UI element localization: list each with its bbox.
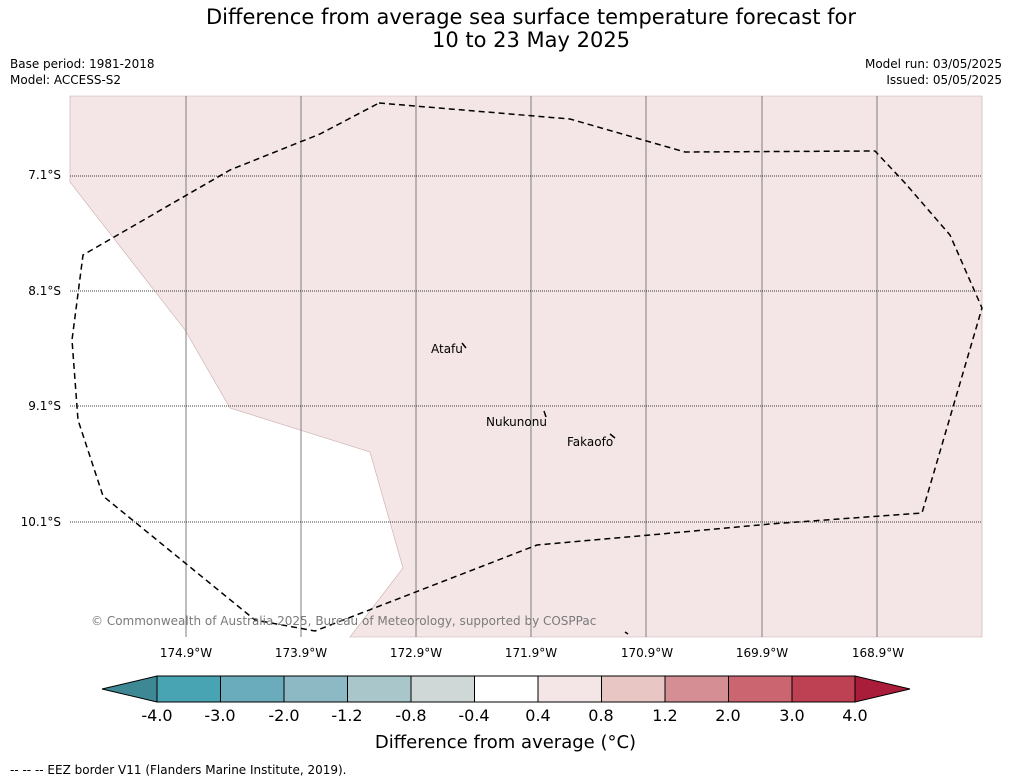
metadata-right: Model run: 03/05/2025 Issued: 05/05/2025 <box>865 56 1002 88</box>
lat-label-9-1s: 9.1°S <box>28 399 61 413</box>
title-line-1: Difference from average sea surface temp… <box>206 5 856 29</box>
lon-label-168-9w: 168.9°W <box>851 646 905 660</box>
colorbar-outline <box>156 675 856 703</box>
colorbar-segment <box>792 676 855 702</box>
copyright-notice: © Commonwealth of Australia 2025, Bureau… <box>91 614 597 628</box>
latitude-gridlines <box>70 175 982 523</box>
eez-source-note: -- -- -- EEZ border V11 (Flanders Marine… <box>10 763 347 777</box>
colorbar-tick: -0.4 <box>458 706 490 725</box>
colorbar <box>101 675 911 703</box>
colorbar-segment <box>474 676 538 702</box>
colorbar-tick: 3.0 <box>779 706 805 725</box>
base-period: Base period: 1981-2018 <box>10 57 155 71</box>
colorbar-segment <box>665 676 729 702</box>
model-run: Model run: 03/05/2025 <box>864 57 1002 71</box>
eez-border <box>71 102 983 632</box>
lon-label-171-9w: 171.9°W <box>504 646 558 660</box>
colorbar-tick: -4.0 <box>141 706 173 725</box>
fakaofo-island <box>609 433 616 439</box>
metadata-left: Base period: 1981-2018 Model: ACCESS-S2 <box>10 56 155 88</box>
lat-label-7-1s: 7.1°S <box>28 168 61 182</box>
colorbar-tick: -1.2 <box>331 706 363 725</box>
colorbar-extend-high <box>854 675 911 703</box>
colorbar-segment <box>220 676 284 702</box>
colorbar-tick: 1.2 <box>652 706 678 725</box>
lon-label-170-9w: 170.9°W <box>620 646 674 660</box>
colorbar-tick: 0.8 <box>588 706 614 725</box>
atafu-island <box>461 342 467 349</box>
colorbar-extend-low <box>101 675 158 703</box>
colorbar-tick: 4.0 <box>842 706 868 725</box>
colorbar-tick: -3.0 <box>204 706 236 725</box>
nukunonu-island <box>543 410 547 418</box>
title-line-2: 10 to 23 May 2025 <box>431 28 631 52</box>
colorbar-tick: 0.4 <box>525 706 551 725</box>
lon-label-174-9w: 174.9°W <box>159 646 213 660</box>
lat-label-10-1s: 10.1°S <box>20 515 61 529</box>
island-label-fakaofo: Fakaofo <box>567 435 614 449</box>
map-title: Difference from average sea surface temp… <box>0 6 1011 52</box>
lon-label-169-9w: 169.9°W <box>735 646 789 660</box>
lon-label-172-9w: 172.9°W <box>389 646 443 660</box>
colorbar-segment <box>538 676 602 702</box>
colorbar-tick: -2.0 <box>268 706 300 725</box>
colorbar-tick: 2.0 <box>715 706 741 725</box>
sst-anomaly-field <box>69 95 983 638</box>
small-island <box>624 631 629 635</box>
colorbar-segment <box>284 676 348 702</box>
lat-label-8-1s: 8.1°S <box>28 284 61 298</box>
colorbar-segment <box>347 676 411 702</box>
issued-date: Issued: 05/05/2025 <box>886 73 1002 87</box>
island-label-nukunonu: Nukunonu <box>486 415 547 429</box>
colorbar-segment <box>601 676 665 702</box>
lon-label-173-9w: 173.9°W <box>274 646 328 660</box>
island-label-atafu: Atafu <box>431 342 463 356</box>
model-name: Model: ACCESS-S2 <box>10 73 122 87</box>
colorbar-label: Difference from average (°C) <box>374 732 637 753</box>
longitude-gridlines <box>185 96 878 637</box>
colorbar-segment <box>728 676 792 702</box>
colorbar-segment <box>157 676 221 702</box>
colorbar-dividers <box>220 676 793 702</box>
colorbar-tick: -0.8 <box>395 706 427 725</box>
colorbar-segment <box>411 676 475 702</box>
